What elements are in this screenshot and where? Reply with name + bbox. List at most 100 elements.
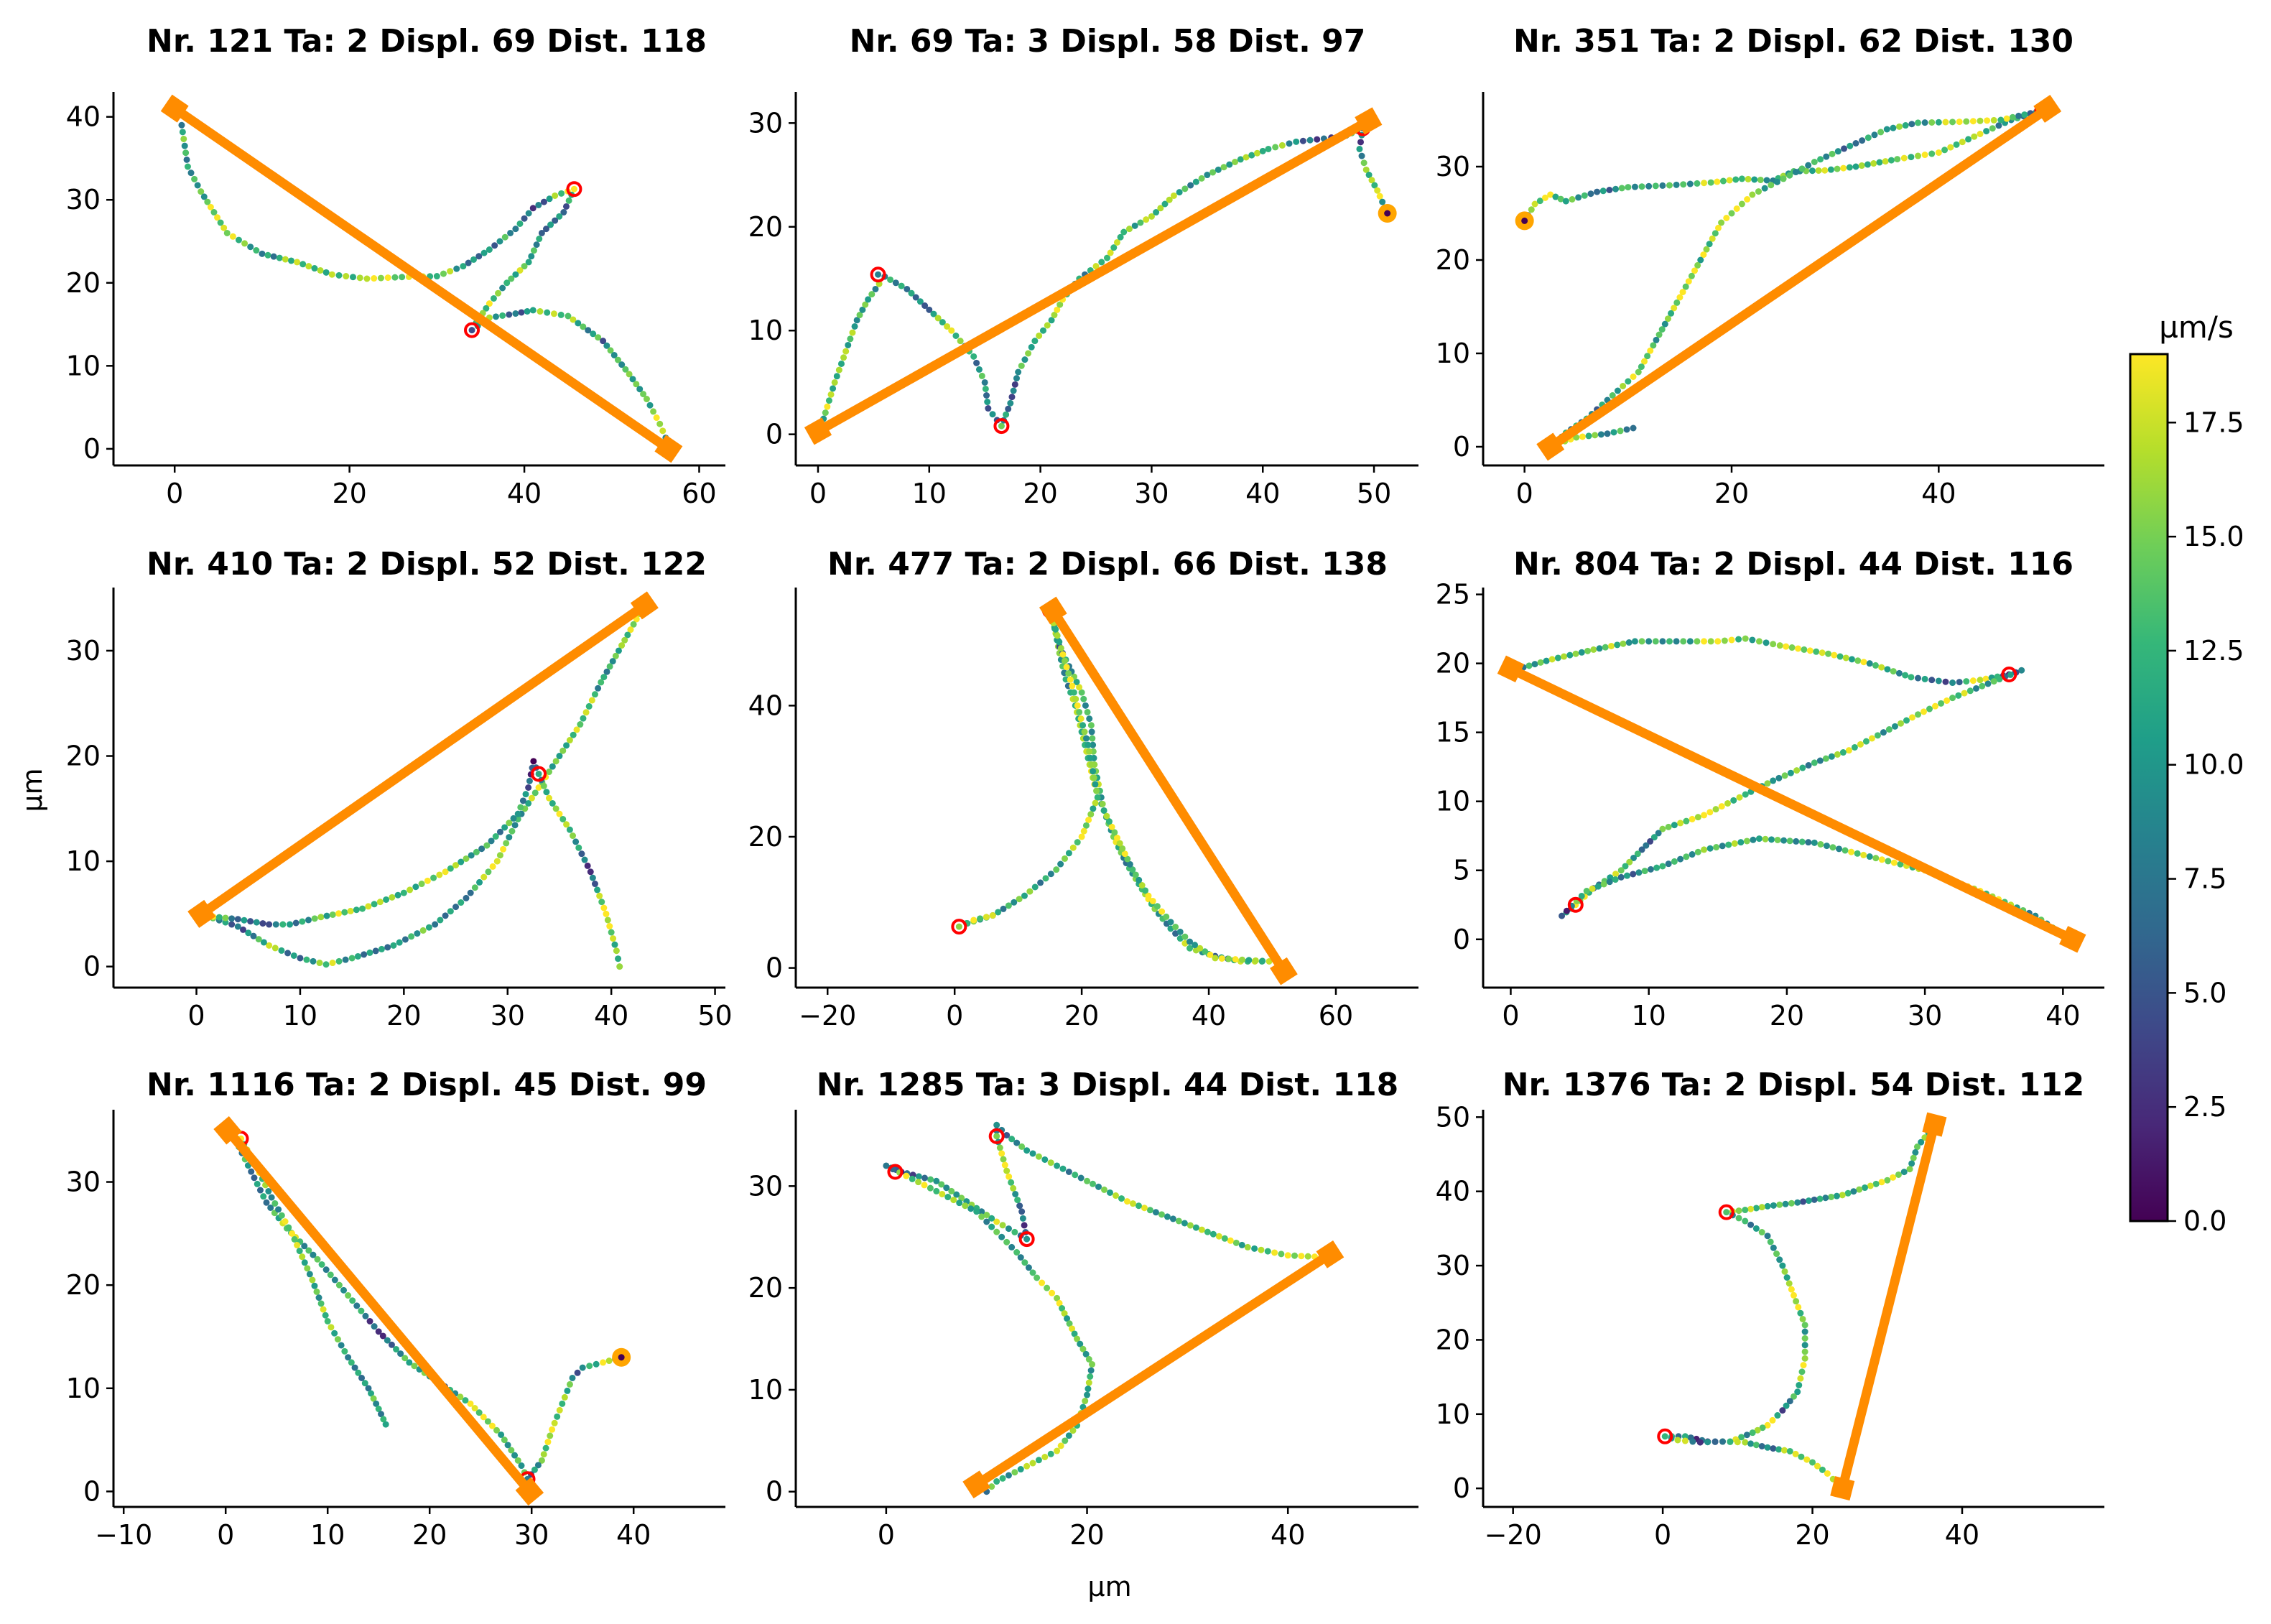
- track-point: [865, 296, 872, 303]
- track-point: [1800, 1198, 1807, 1205]
- track-point: [868, 291, 876, 298]
- displacement-line: [974, 1250, 1333, 1489]
- track-point: [1834, 165, 1841, 172]
- track-point: [1552, 193, 1559, 200]
- track-point: [507, 229, 514, 236]
- track-point: [1008, 1243, 1016, 1251]
- track-point: [399, 274, 406, 281]
- track-point: [286, 921, 293, 928]
- track-point: [1849, 656, 1856, 663]
- track-point: [944, 323, 951, 330]
- displacement-endpoint-marker: [1536, 432, 1565, 461]
- track-point: [562, 203, 570, 210]
- track-point: [247, 918, 254, 925]
- track-point: [1037, 879, 1044, 886]
- x-tick-label: 0: [946, 1000, 963, 1031]
- track-point: [566, 737, 573, 744]
- track-point: [927, 1176, 934, 1183]
- track-point: [1697, 256, 1704, 264]
- track-point: [1908, 121, 1915, 128]
- track-point: [2007, 671, 2014, 678]
- track-point: [1186, 945, 1194, 952]
- track-point: [1942, 678, 1949, 685]
- track-point: [1876, 159, 1883, 166]
- track-point: [995, 909, 1002, 916]
- track-point: [1666, 638, 1673, 645]
- track-point: [1965, 136, 1972, 143]
- track-point: [311, 265, 318, 272]
- track-point: [1782, 1200, 1789, 1207]
- track-point: [287, 257, 294, 264]
- y-tick-label: 20: [66, 267, 101, 299]
- track-point: [1142, 887, 1149, 894]
- track-point: [1589, 885, 1596, 892]
- y-tick-label: 10: [66, 845, 101, 877]
- track-point: [475, 1409, 483, 1416]
- displacement-line: [1548, 105, 2051, 451]
- track-point: [1575, 194, 1582, 201]
- track-point: [393, 1345, 400, 1352]
- track-point: [1884, 1177, 1891, 1184]
- track-point: [1682, 283, 1689, 290]
- track-point: [1244, 1243, 1251, 1251]
- track-point: [1891, 723, 1898, 730]
- track-point: [322, 1266, 330, 1273]
- track-point: [1764, 1444, 1771, 1451]
- track-point: [384, 944, 391, 951]
- track-point: [921, 1182, 928, 1189]
- subplot-panel: Nr. 477 Ta: 2 Displ. 66 Dist. 138 −20 0 20 4…: [748, 546, 1418, 1031]
- track-point: [608, 929, 615, 936]
- track-point: [993, 1228, 1000, 1235]
- track-point: [1117, 233, 1124, 241]
- track-point: [1712, 1438, 1719, 1445]
- track-point: [1537, 659, 1544, 666]
- track-point: [1714, 178, 1721, 185]
- track-point: [504, 1442, 511, 1449]
- track-point: [1368, 177, 1375, 184]
- track-point: [1736, 794, 1743, 801]
- track-point: [824, 403, 831, 410]
- track-point: [618, 361, 626, 368]
- track-point: [1011, 1469, 1018, 1476]
- track-point: [223, 229, 231, 236]
- track-point: [191, 175, 198, 182]
- track-point: [1076, 708, 1083, 715]
- track-point: [1153, 209, 1160, 216]
- track-point: [1087, 1367, 1095, 1374]
- track-point: [926, 306, 933, 313]
- track-point: [1212, 955, 1219, 962]
- track-point: [1755, 638, 1763, 645]
- track-point: [1299, 137, 1306, 144]
- track-point: [1747, 1221, 1755, 1228]
- track-point: [1854, 850, 1861, 857]
- track-point: [993, 1218, 1000, 1225]
- track-point: [1799, 1315, 1806, 1322]
- track-point: [1915, 674, 1921, 682]
- track-point: [380, 1416, 387, 1423]
- track-point: [1723, 215, 1730, 221]
- displacement-line: [172, 104, 672, 453]
- panel-title: Nr. 804 Ta: 2 Displ. 44 Dist. 116: [1513, 546, 2073, 583]
- track-point: [341, 909, 348, 916]
- track-point: [626, 371, 633, 378]
- y-tick-label: 10: [1436, 1398, 1470, 1430]
- track-point: [329, 960, 336, 967]
- track-point: [1013, 1139, 1021, 1146]
- track-point: [2021, 111, 2028, 119]
- track-point: [1602, 644, 1609, 651]
- track-point: [1878, 856, 1885, 863]
- track-point: [1536, 198, 1543, 205]
- track-point: [1153, 903, 1161, 910]
- track-point: [220, 224, 228, 231]
- track-point: [1755, 188, 1762, 195]
- track-point: [1116, 840, 1123, 847]
- track-point: [1609, 392, 1616, 399]
- track-point: [1243, 154, 1250, 161]
- track-point: [1034, 1274, 1041, 1281]
- track-point: [334, 1336, 341, 1343]
- track-point: [610, 351, 618, 358]
- track-point: [383, 896, 390, 904]
- track-point: [1084, 1391, 1091, 1398]
- x-tick-label: 50: [1357, 478, 1391, 509]
- y-tick-label: 30: [1436, 1250, 1470, 1281]
